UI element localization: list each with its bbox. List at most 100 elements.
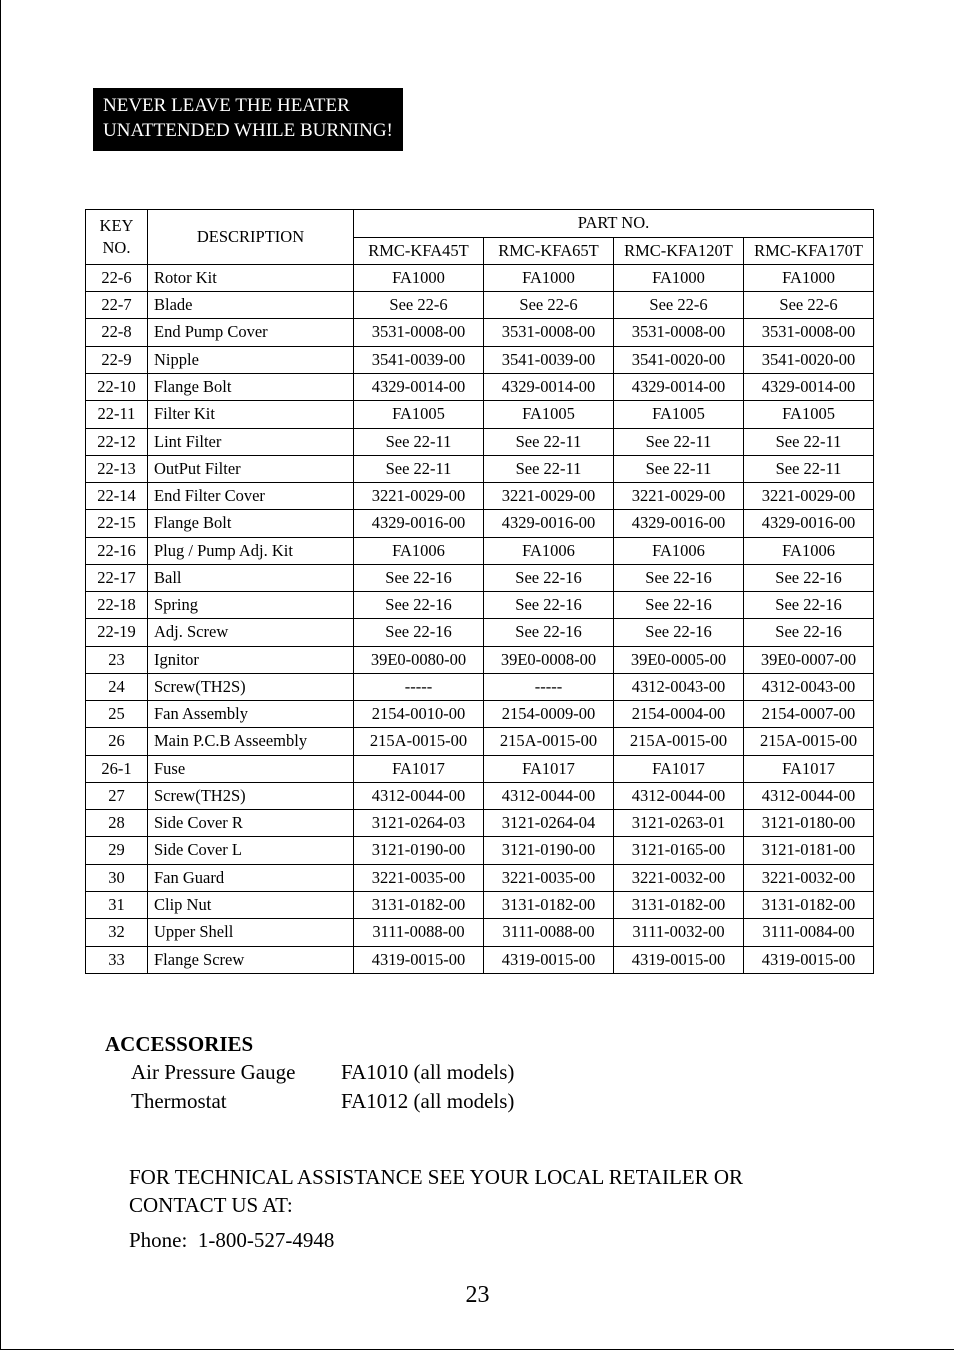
cell-description: Adj. Screw <box>148 619 354 646</box>
table-row: 22-7BladeSee 22-6See 22-6See 22-6See 22-… <box>86 292 874 319</box>
cell-partno: 3121-0263-01 <box>614 810 744 837</box>
cell-partno: FA1000 <box>744 264 874 291</box>
cell-partno: 215A-0015-00 <box>744 728 874 755</box>
table-row: 31Clip Nut3131-0182-003131-0182-003131-0… <box>86 892 874 919</box>
cell-partno: See 22-11 <box>484 428 614 455</box>
cell-partno: See 22-16 <box>744 592 874 619</box>
cell-description: Filter Kit <box>148 401 354 428</box>
cell-keyno: 22-18 <box>86 592 148 619</box>
cell-partno: 39E0-0005-00 <box>614 646 744 673</box>
accessory-label: Air Pressure Gauge <box>131 1058 341 1086</box>
cell-description: Blade <box>148 292 354 319</box>
table-row: 22-16Plug / Pump Adj. KitFA1006FA1006FA1… <box>86 537 874 564</box>
cell-description: Nipple <box>148 346 354 373</box>
cell-partno: 3121-0165-00 <box>614 837 744 864</box>
table-row: 24Screw(TH2S)----------4312-0043-004312-… <box>86 673 874 700</box>
table-row: 22-8End Pump Cover3531-0008-003531-0008-… <box>86 319 874 346</box>
parts-table-body: 22-6Rotor KitFA1000FA1000FA1000FA100022-… <box>86 264 874 973</box>
cell-keyno: 27 <box>86 782 148 809</box>
cell-partno: 4312-0044-00 <box>744 782 874 809</box>
cell-partno: 3111-0088-00 <box>354 919 484 946</box>
cell-partno: 4329-0014-00 <box>354 373 484 400</box>
cell-partno: See 22-16 <box>484 564 614 591</box>
cell-description: Ignitor <box>148 646 354 673</box>
cell-partno: FA1000 <box>484 264 614 291</box>
cell-description: Flange Bolt <box>148 510 354 537</box>
cell-keyno: 22-8 <box>86 319 148 346</box>
cell-partno: 3131-0182-00 <box>614 892 744 919</box>
header-model-1: RMC-KFA65T <box>484 237 614 264</box>
accessory-value: FA1010 (all models) <box>341 1058 514 1086</box>
table-row: 32Upper Shell3111-0088-003111-0088-00311… <box>86 919 874 946</box>
cell-partno: 3221-0032-00 <box>744 864 874 891</box>
cell-partno: See 22-6 <box>744 292 874 319</box>
table-row: 22-17BallSee 22-16See 22-16See 22-16See … <box>86 564 874 591</box>
cell-description: End Filter Cover <box>148 483 354 510</box>
cell-partno: FA1006 <box>354 537 484 564</box>
accessories-title: ACCESSORIES <box>105 1030 870 1058</box>
cell-partno: 4329-0016-00 <box>744 510 874 537</box>
accessory-row: ThermostatFA1012 (all models) <box>131 1087 870 1115</box>
cell-partno: See 22-16 <box>354 619 484 646</box>
page: NEVER LEAVE THE HEATER UNATTENDED WHILE … <box>0 0 954 1350</box>
table-row: 30Fan Guard3221-0035-003221-0035-003221-… <box>86 864 874 891</box>
technical-assistance: FOR TECHNICAL ASSISTANCE SEE YOUR LOCAL … <box>129 1163 769 1254</box>
accessory-row: Air Pressure GaugeFA1010 (all models) <box>131 1058 870 1086</box>
cell-description: Flange Bolt <box>148 373 354 400</box>
cell-description: Rotor Kit <box>148 264 354 291</box>
cell-partno: 215A-0015-00 <box>484 728 614 755</box>
cell-partno: FA1017 <box>354 755 484 782</box>
cell-partno: See 22-11 <box>354 428 484 455</box>
cell-partno: See 22-16 <box>354 564 484 591</box>
cell-description: Side Cover R <box>148 810 354 837</box>
cell-partno: 4319-0015-00 <box>744 946 874 973</box>
cell-partno: 3221-0029-00 <box>614 483 744 510</box>
cell-partno: See 22-16 <box>614 592 744 619</box>
cell-partno: 3541-0039-00 <box>484 346 614 373</box>
cell-partno: 3541-0039-00 <box>354 346 484 373</box>
cell-partno: See 22-16 <box>484 619 614 646</box>
cell-partno: 4319-0015-00 <box>354 946 484 973</box>
cell-keyno: 33 <box>86 946 148 973</box>
cell-partno: 3221-0032-00 <box>614 864 744 891</box>
cell-description: Upper Shell <box>148 919 354 946</box>
table-row: 22-18SpringSee 22-16See 22-16See 22-16Se… <box>86 592 874 619</box>
cell-partno: 3121-0264-04 <box>484 810 614 837</box>
cell-keyno: 22-7 <box>86 292 148 319</box>
cell-partno: 39E0-0008-00 <box>484 646 614 673</box>
header-model-2: RMC-KFA120T <box>614 237 744 264</box>
cell-keyno: 22-17 <box>86 564 148 591</box>
cell-partno: 4319-0015-00 <box>484 946 614 973</box>
cell-partno: 3121-0190-00 <box>484 837 614 864</box>
cell-partno: See 22-16 <box>744 564 874 591</box>
cell-description: Lint Filter <box>148 428 354 455</box>
cell-partno: FA1005 <box>354 401 484 428</box>
cell-partno: See 22-16 <box>614 564 744 591</box>
cell-partno: FA1005 <box>744 401 874 428</box>
cell-keyno: 22-13 <box>86 455 148 482</box>
cell-partno: 3111-0088-00 <box>484 919 614 946</box>
cell-partno: 3541-0020-00 <box>614 346 744 373</box>
warning-line-1: NEVER LEAVE THE HEATER <box>103 94 393 119</box>
cell-partno: 4312-0044-00 <box>484 782 614 809</box>
cell-partno: See 22-11 <box>484 455 614 482</box>
cell-partno: See 22-11 <box>744 428 874 455</box>
cell-keyno: 29 <box>86 837 148 864</box>
header-model-0: RMC-KFA45T <box>354 237 484 264</box>
cell-partno: FA1000 <box>614 264 744 291</box>
cell-partno: 3131-0182-00 <box>744 892 874 919</box>
cell-partno: 3221-0035-00 <box>354 864 484 891</box>
cell-partno: 3531-0008-00 <box>744 319 874 346</box>
cell-description: Fan Assembly <box>148 701 354 728</box>
cell-partno: See 22-16 <box>354 592 484 619</box>
cell-partno: 2154-0009-00 <box>484 701 614 728</box>
accessory-label: Thermostat <box>131 1087 341 1115</box>
cell-partno: 3121-0264-03 <box>354 810 484 837</box>
cell-partno: 3531-0008-00 <box>484 319 614 346</box>
cell-description: Screw(TH2S) <box>148 782 354 809</box>
warning-banner: NEVER LEAVE THE HEATER UNATTENDED WHILE … <box>93 88 403 151</box>
cell-keyno: 28 <box>86 810 148 837</box>
cell-partno: 4312-0043-00 <box>614 673 744 700</box>
cell-partno: 3221-0029-00 <box>354 483 484 510</box>
cell-description: Flange Screw <box>148 946 354 973</box>
